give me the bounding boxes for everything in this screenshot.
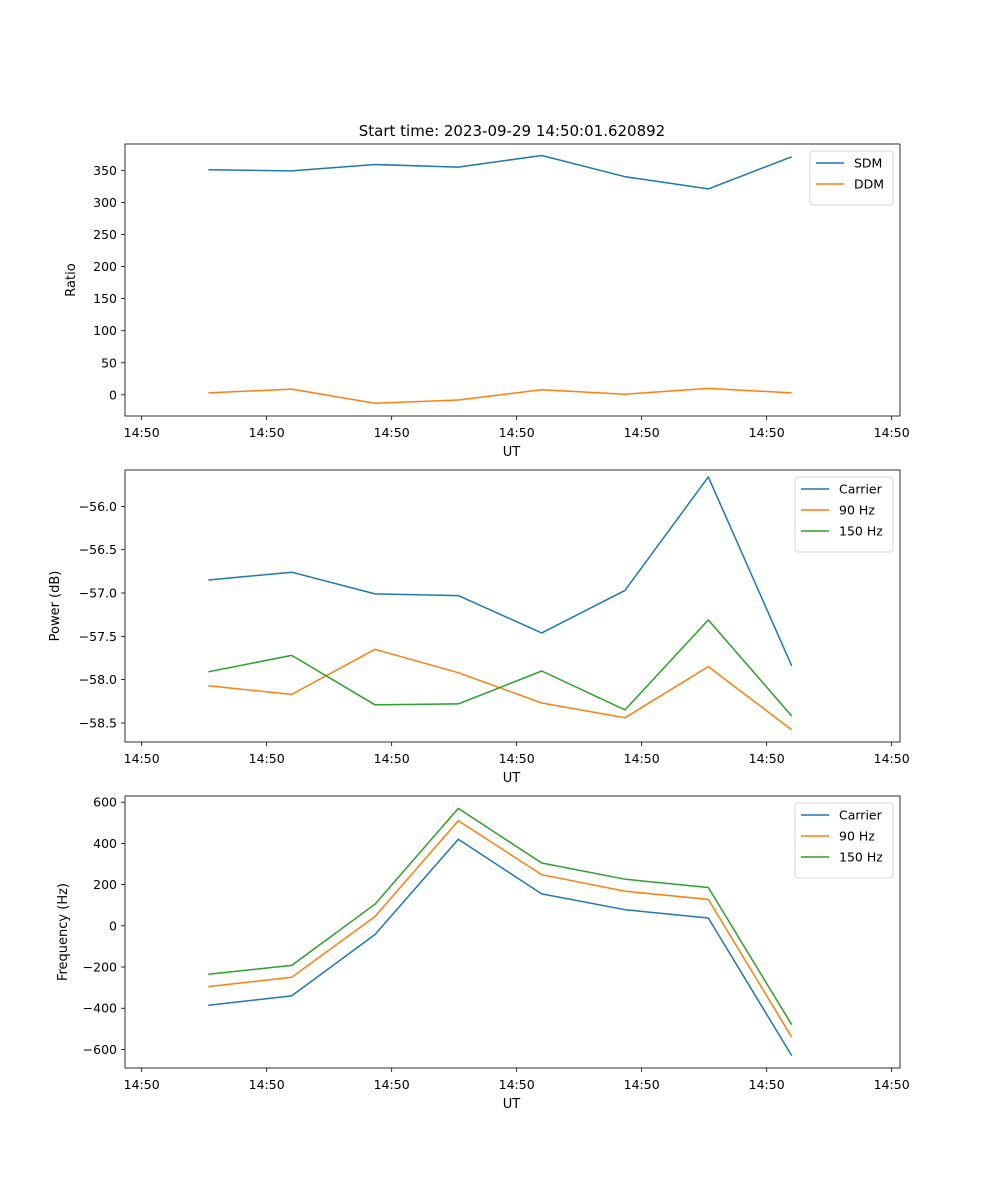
y-tick-label: 250 [93,227,117,242]
series-line-90-hz [208,819,793,1038]
y-tick-label: −400 [83,1001,117,1016]
y-tick-label: 0 [109,918,117,933]
x-tick-label: 14:50 [374,425,410,440]
series-line-150-hz [208,619,793,717]
legend-label: 90 Hz [839,503,875,518]
legend-box [794,476,894,553]
x-tick-label: 14:50 [499,425,535,440]
legend-box [794,802,894,879]
y-axis: −58.5 −58.0 −57.5 −57.0 −56.5 −56.0 Power (dB) [48,499,125,730]
y-tick-label: 300 [93,195,117,210]
y-axis: 0 50 100 150 200 250 300 350 Ratio [64,163,125,402]
y-tick-label: 100 [93,323,117,338]
series-group [208,807,793,1056]
series-group [208,476,793,731]
y-tick-label: 200 [93,259,117,274]
panel-2: 14:50 14:50 14:50 14:50 14:50 14:50 14:50 UT −58… [48,469,910,786]
axes-frame [124,795,901,1069]
axes-frame [124,143,901,417]
legend-label: Carrier [839,808,883,823]
series-line-ddm [208,387,792,404]
x-tick-label: 14:50 [499,1077,535,1092]
y-tick-label: 400 [93,836,117,851]
y-axis-label: Power (dB) [48,571,63,642]
y-tick-label: 600 [93,795,117,810]
x-tick-label: 14:50 [624,751,660,766]
y-axis-label: Frequency (Hz) [56,883,71,981]
x-tick-label: 14:50 [374,1077,410,1092]
legend-label: 150 Hz [839,524,883,539]
x-axis: 14:50 14:50 14:50 14:50 14:50 14:50 14:50 UT [124,742,910,786]
y-tick-label: −200 [83,960,117,975]
y-tick-label: −56.0 [79,499,117,514]
legend: Carrier 90 Hz 150 Hz [794,802,894,879]
chart-panels: 14:50 14:50 14:50 14:50 14:50 14:50 14:50 UT 0 50… [48,143,910,1112]
y-tick-label: 50 [101,355,117,370]
x-axis: 14:50 14:50 14:50 14:50 14:50 14:50 14:50 UT [124,416,910,460]
legend-label: SDM [854,156,882,171]
y-tick-label: −58.5 [79,715,117,730]
y-tick-label: 350 [93,163,117,178]
y-axis: −600 −400 −200 0 200 400 600 Frequency (Hz) [56,795,125,1057]
x-tick-label: 14:50 [874,1077,910,1092]
x-axis: 14:50 14:50 14:50 14:50 14:50 14:50 14:50 UT [124,1068,910,1112]
legend: Carrier 90 Hz 150 Hz [794,476,894,553]
axes-frame [124,469,901,743]
y-tick-label: −57.0 [79,586,117,601]
x-tick-label: 14:50 [249,1077,285,1092]
y-axis-label: Ratio [64,263,79,296]
x-tick-label: 14:50 [749,751,785,766]
x-tick-label: 14:50 [124,425,160,440]
y-tick-label: −57.5 [79,629,117,644]
panel-1: 14:50 14:50 14:50 14:50 14:50 14:50 14:50 UT 0 50… [64,143,910,460]
x-tick-label: 14:50 [124,751,160,766]
x-axis-label: UT [503,445,521,460]
x-tick-label: 14:50 [874,751,910,766]
y-tick-label: −600 [83,1042,117,1057]
legend-label: Carrier [839,482,883,497]
x-tick-label: 14:50 [749,425,785,440]
x-tick-label: 14:50 [499,751,535,766]
x-axis-label: UT [503,1097,521,1112]
y-tick-label: 200 [93,877,117,892]
legend-box [809,150,894,206]
x-tick-label: 14:50 [874,425,910,440]
y-tick-label: 0 [109,387,117,402]
series-group [208,154,792,404]
series-line-sdm [208,154,792,190]
panel-3: 14:50 14:50 14:50 14:50 14:50 14:50 14:50 UT −60… [56,795,910,1112]
y-tick-label: 150 [93,291,117,306]
x-tick-label: 14:50 [749,1077,785,1092]
legend-label: 90 Hz [839,829,875,844]
legend-label: 150 Hz [839,850,883,865]
series-line-150-hz [208,807,793,1026]
y-tick-label: −56.5 [79,542,117,557]
x-tick-label: 14:50 [249,425,285,440]
x-tick-label: 14:50 [624,1077,660,1092]
x-tick-label: 14:50 [624,425,660,440]
x-axis-label: UT [503,771,521,786]
legend: SDM DDM [809,150,894,206]
series-line-carrier [208,476,793,667]
figure-title: Start time: 2023-09-29 14:50:01.620892 [359,122,665,140]
x-tick-label: 14:50 [374,751,410,766]
y-tick-label: −58.0 [79,672,117,687]
x-tick-label: 14:50 [249,751,285,766]
x-tick-label: 14:50 [124,1077,160,1092]
legend-label: DDM [854,177,884,192]
series-line-carrier [208,838,793,1056]
